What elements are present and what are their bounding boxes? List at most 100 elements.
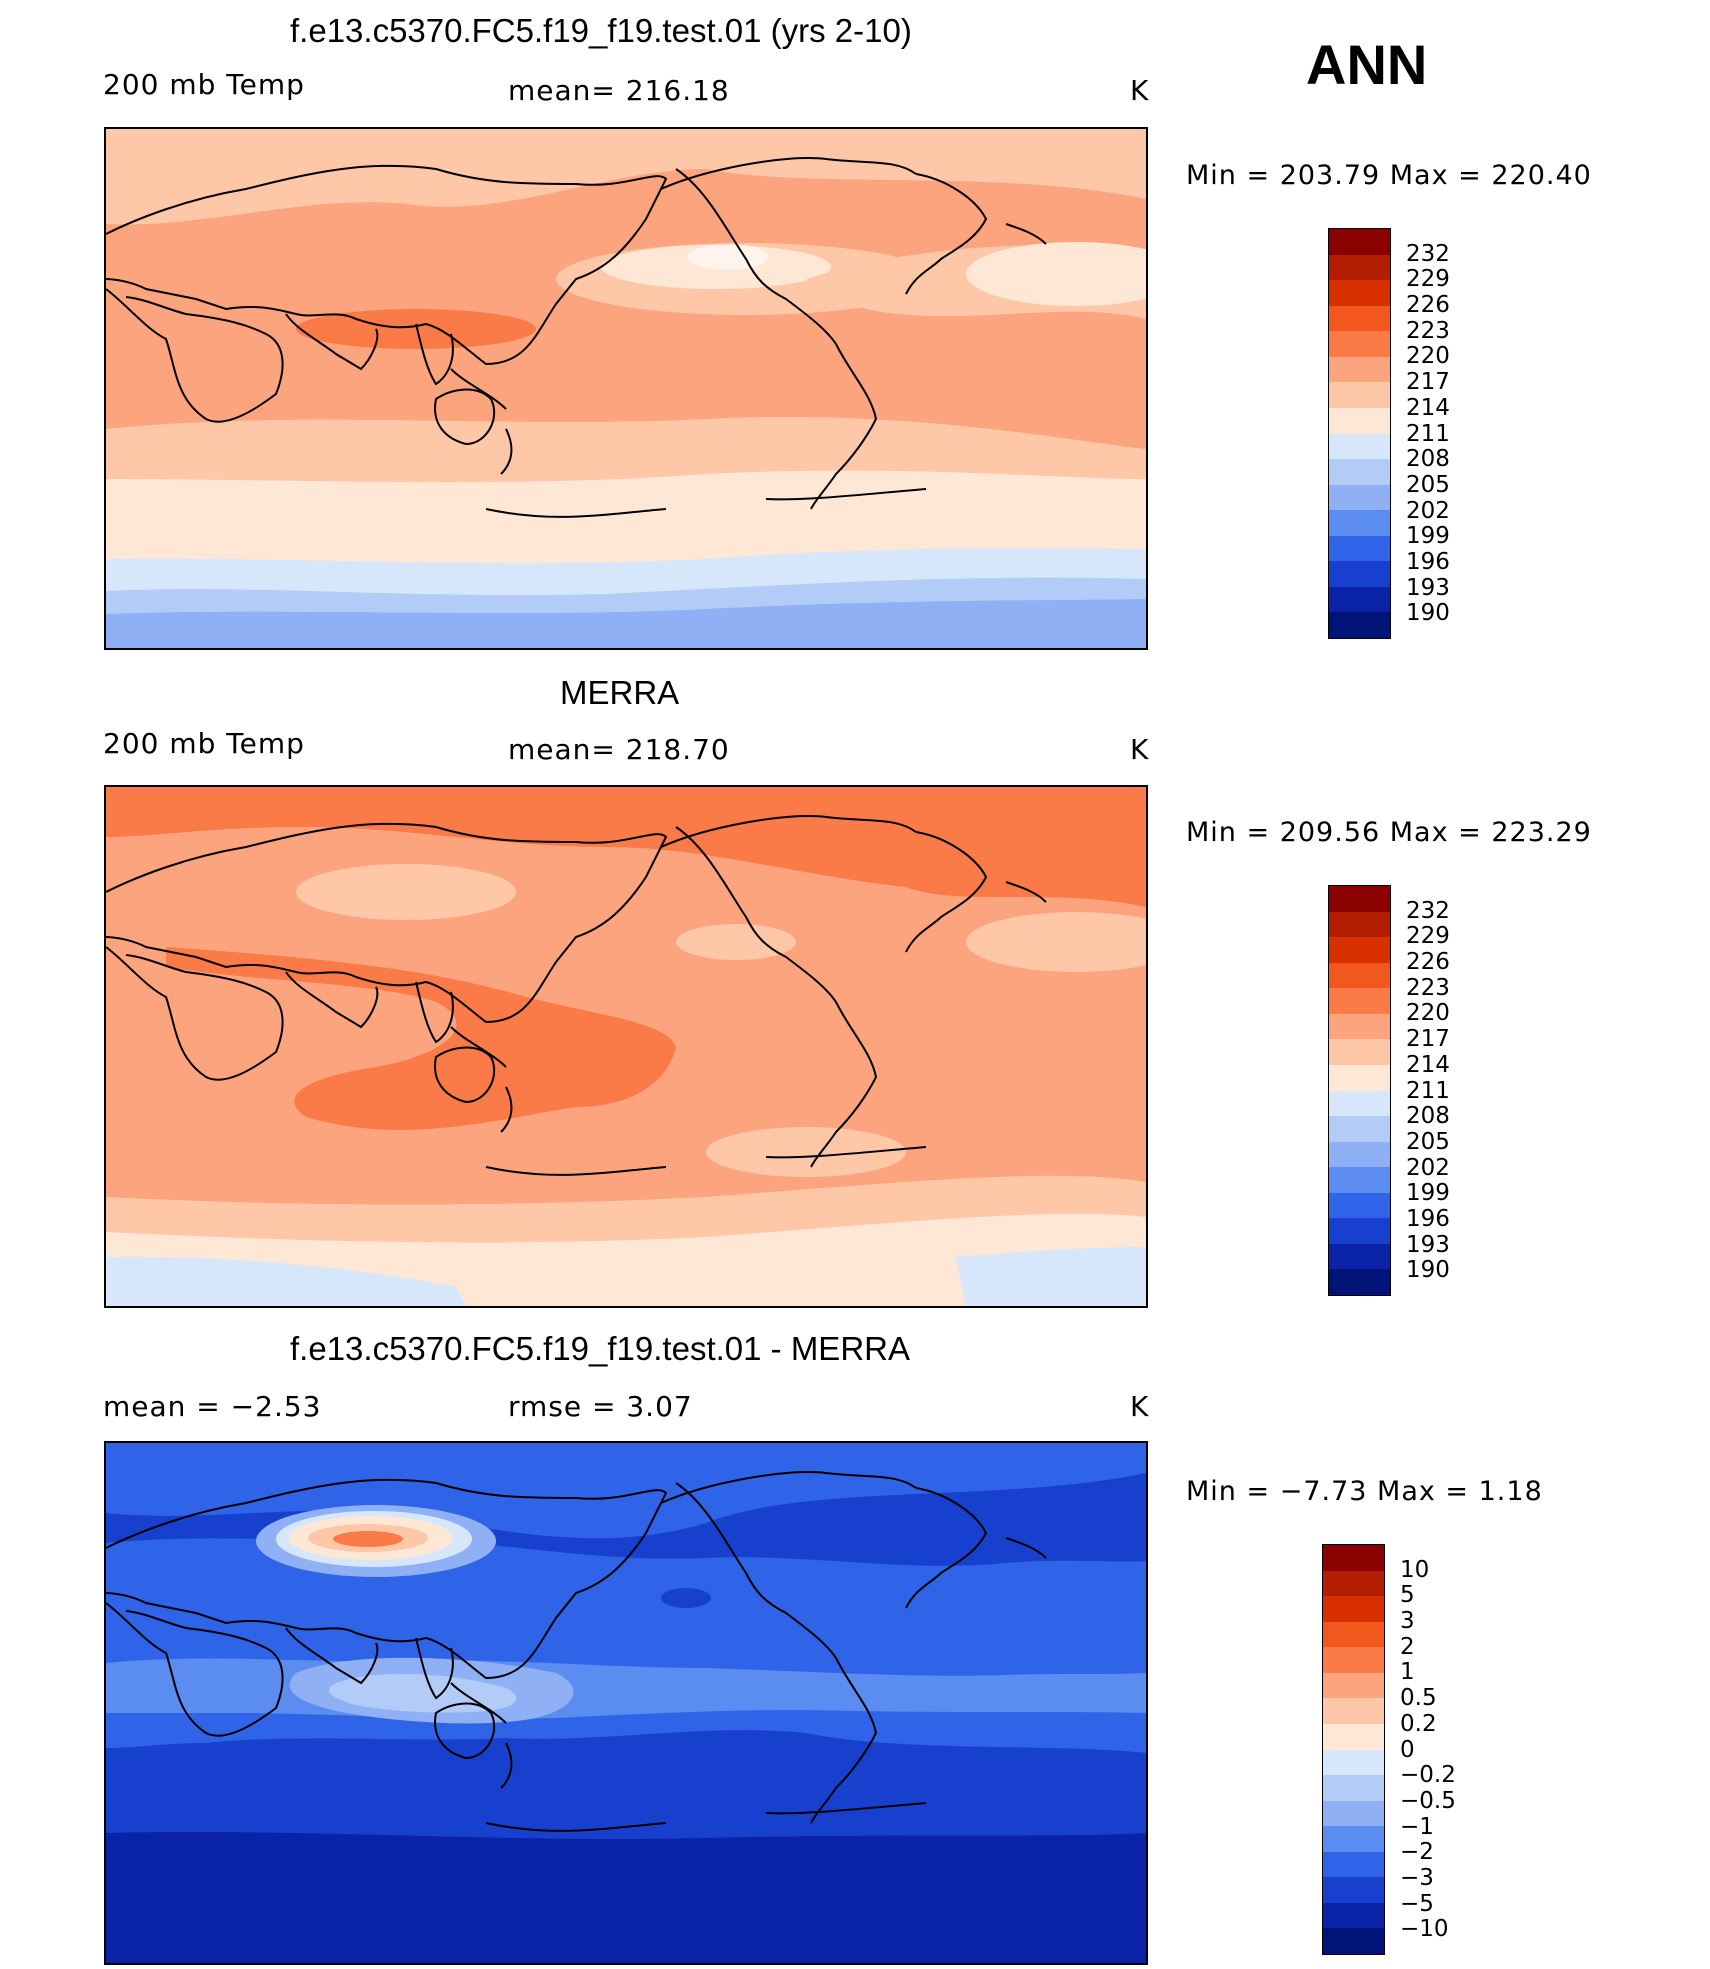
panel3-map	[104, 1441, 1148, 1965]
colorbar-cell	[1329, 1243, 1390, 1270]
colorbar-cell	[1329, 1218, 1390, 1245]
colorbar-label: 193	[1406, 1231, 1450, 1258]
colorbar-cell	[1323, 1775, 1384, 1802]
panel1-title: f.e13.c5370.FC5.f19_f19.test.01 (yrs 2-1…	[290, 12, 912, 49]
colorbar-cell	[1329, 988, 1390, 1015]
colorbar-cell	[1329, 1039, 1390, 1066]
colorbar-label: −2	[1400, 1839, 1434, 1866]
colorbar-cell	[1329, 356, 1390, 383]
colorbar-cell	[1329, 1064, 1390, 1091]
colorbar-cell	[1323, 1826, 1384, 1853]
colorbar-cell	[1329, 433, 1390, 460]
colorbar-label: 220	[1406, 1000, 1450, 1027]
colorbar-label: 2	[1400, 1633, 1415, 1660]
colorbar-label: −3	[1400, 1864, 1434, 1891]
colorbar-label: −5	[1400, 1890, 1434, 1917]
panel2-mean-label: mean= 218.70	[508, 733, 730, 766]
colorbar-label: 3	[1400, 1608, 1415, 1635]
colorbar-cell	[1329, 407, 1390, 434]
panel1-units: K	[1130, 74, 1150, 107]
colorbar-cell	[1329, 1141, 1390, 1168]
colorbar-cell	[1323, 1545, 1384, 1571]
panel3-title: f.e13.c5370.FC5.f19_f19.test.01 - MERRA	[290, 1330, 910, 1367]
colorbar-cell	[1323, 1596, 1384, 1623]
colorbar-label: 196	[1406, 548, 1450, 575]
colorbar-cell	[1329, 484, 1390, 511]
colorbar-label: 190	[1406, 1257, 1450, 1284]
colorbar-cell	[1329, 962, 1390, 989]
panel2-units: K	[1130, 733, 1150, 766]
colorbar-label: 217	[1406, 1026, 1450, 1053]
colorbar-cell	[1323, 1877, 1384, 1904]
season-label: ANN	[1306, 33, 1428, 96]
colorbar-label: −10	[1400, 1916, 1449, 1943]
colorbar-cell	[1323, 1672, 1384, 1699]
colorbar-label: 202	[1406, 497, 1450, 524]
panel1-map	[104, 127, 1148, 650]
colorbar-cell	[1329, 1269, 1390, 1296]
colorbar-label: 5	[1400, 1582, 1415, 1609]
panel3-rmse-label: rmse = 3.07	[508, 1390, 693, 1423]
colorbar-cell	[1329, 229, 1390, 255]
colorbar-label: 1	[1400, 1659, 1415, 1686]
panel3-map-canvas	[106, 1443, 1146, 1963]
colorbar-label: 199	[1406, 1180, 1450, 1207]
colorbar-cell	[1329, 331, 1390, 358]
colorbar-label: 229	[1406, 923, 1450, 950]
colorbar-cell	[1329, 382, 1390, 409]
colorbar-label: 0.5	[1400, 1685, 1437, 1712]
panel3-minmax: Min = −7.73 Max = 1.18	[1186, 1476, 1543, 1507]
panel2-minmax: Min = 209.56 Max = 223.29	[1186, 817, 1592, 848]
colorbar-cell	[1329, 1167, 1390, 1194]
colorbar-label: −0.2	[1400, 1762, 1456, 1789]
panel3-colorbar	[1322, 1544, 1385, 1955]
panel1-minmax: Min = 203.79 Max = 220.40	[1186, 160, 1592, 191]
colorbar-label: −0.5	[1400, 1787, 1456, 1814]
panel2-title: MERRA	[560, 674, 680, 711]
panel2-variable-label: 200 mb Temp	[103, 727, 305, 760]
colorbar-cell	[1329, 254, 1390, 281]
colorbar-label: 220	[1406, 343, 1450, 370]
panel1-colorbar	[1328, 228, 1391, 639]
colorbar-cell	[1329, 1013, 1390, 1040]
colorbar-label: 199	[1406, 523, 1450, 550]
colorbar-label: 10	[1400, 1556, 1430, 1583]
colorbar-cell	[1329, 561, 1390, 588]
panel2-map-canvas	[106, 787, 1146, 1306]
colorbar-cell	[1329, 612, 1390, 639]
panel3-units: K	[1130, 1390, 1150, 1423]
colorbar-label: 205	[1406, 1128, 1450, 1155]
colorbar-cell	[1329, 459, 1390, 486]
colorbar-cell	[1323, 1749, 1384, 1776]
colorbar-label: 214	[1406, 394, 1450, 421]
colorbar-label: 226	[1406, 292, 1450, 319]
colorbar-label: 208	[1406, 1103, 1450, 1130]
colorbar-cell	[1329, 280, 1390, 307]
colorbar-label: 190	[1406, 600, 1450, 627]
colorbar-label: 217	[1406, 369, 1450, 396]
colorbar-label: 211	[1406, 420, 1450, 447]
colorbar-cell	[1323, 1647, 1384, 1674]
colorbar-cell	[1329, 1090, 1390, 1117]
colorbar-cell	[1323, 1902, 1384, 1929]
colorbar-label: 0.2	[1400, 1710, 1437, 1737]
panel1-mean-label: mean= 216.18	[508, 74, 730, 107]
colorbar-cell	[1329, 937, 1390, 964]
panel1-variable-label: 200 mb Temp	[103, 68, 305, 101]
colorbar-cell	[1323, 1621, 1384, 1648]
colorbar-label: 223	[1406, 974, 1450, 1001]
colorbar-cell	[1323, 1800, 1384, 1827]
colorbar-cell	[1329, 1192, 1390, 1219]
colorbar-label: 0	[1400, 1736, 1415, 1763]
colorbar-label: 232	[1406, 240, 1450, 267]
panel2-colorbar	[1328, 885, 1391, 1296]
colorbar-label: 196	[1406, 1205, 1450, 1232]
colorbar-cell	[1329, 911, 1390, 938]
colorbar-label: 205	[1406, 471, 1450, 498]
panel1-map-canvas	[106, 129, 1146, 648]
colorbar-cell	[1323, 1928, 1384, 1955]
colorbar-label: 193	[1406, 574, 1450, 601]
colorbar-label: 232	[1406, 897, 1450, 924]
colorbar-cell	[1329, 535, 1390, 562]
colorbar-label: 214	[1406, 1051, 1450, 1078]
